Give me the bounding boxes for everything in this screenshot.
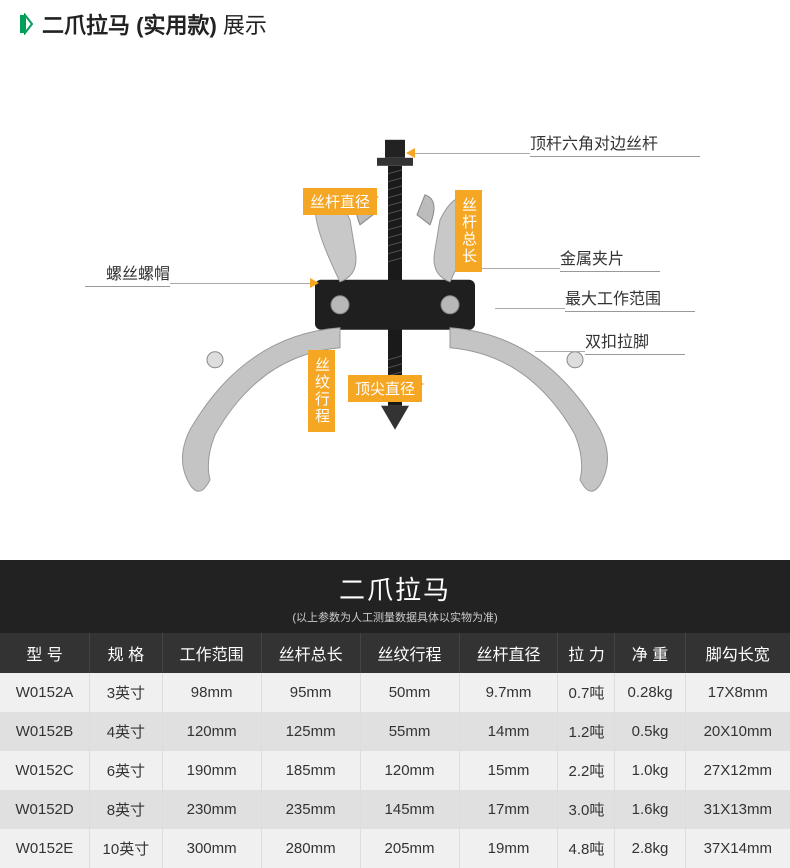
table-cell: 300mm (162, 829, 261, 868)
product-illustration (155, 130, 635, 500)
table-cell: 205mm (360, 829, 459, 868)
header-accent-icon (20, 13, 34, 35)
leader-line (415, 153, 530, 154)
table-cell: W0152C (0, 751, 90, 790)
table-cell: 2.2吨 (558, 751, 615, 790)
callout-shaft-diameter: 丝杆直径 (303, 188, 377, 215)
table-col-header: 拉 力 (558, 633, 615, 673)
table-title-block: 二爪拉马 (以上参数为人工测量数据具体以实物为准) (0, 560, 790, 633)
table-col-header: 丝杆总长 (261, 633, 360, 673)
table-cell: 6英寸 (90, 751, 163, 790)
label-max-range: 最大工作范围 (565, 285, 695, 312)
table-cell: 14mm (459, 712, 558, 751)
callout-thread-travel: 丝纹行程 (308, 350, 335, 432)
table-cell: W0152B (0, 712, 90, 751)
table-cell: 0.5kg (615, 712, 685, 751)
callout-shaft-length: 丝杆总长 (455, 190, 482, 272)
table-col-header: 工作范围 (162, 633, 261, 673)
table-cell: 37X14mm (685, 829, 790, 868)
table-col-header: 型 号 (0, 633, 90, 673)
table-cell: 0.28kg (615, 673, 685, 712)
section-header: 二爪拉马 (实用款) 展示 (0, 0, 790, 50)
table-cell: 120mm (162, 712, 261, 751)
table-col-header: 脚勾长宽 (685, 633, 790, 673)
table-cell: 1.0kg (615, 751, 685, 790)
arrow-icon (406, 148, 415, 158)
leader-line (535, 351, 585, 352)
table-cell: 17X8mm (685, 673, 790, 712)
title-plain: 展示 (217, 13, 267, 38)
table-row: W0152B4英寸120mm125mm55mm14mm1.2吨0.5kg20X1… (0, 712, 790, 751)
table-cell: 27X12mm (685, 751, 790, 790)
table-col-header: 规 格 (90, 633, 163, 673)
table-row: W0152C6英寸190mm185mm120mm15mm2.2吨1.0kg27X… (0, 751, 790, 790)
table-cell: 145mm (360, 790, 459, 829)
table-cell: 125mm (261, 712, 360, 751)
table-cell: 20X10mm (685, 712, 790, 751)
table-cell: 19mm (459, 829, 558, 868)
arrow-icon (370, 192, 379, 202)
table-cell: 10英寸 (90, 829, 163, 868)
table-cell: 190mm (162, 751, 261, 790)
label-top-hex: 顶杆六角对边丝杆 (530, 130, 700, 157)
table-cell: 50mm (360, 673, 459, 712)
table-row: W0152D8英寸230mm235mm145mm17mm3.0吨1.6kg31X… (0, 790, 790, 829)
leader-line (495, 308, 565, 309)
spec-table: 型 号规 格工作范围丝杆总长丝纹行程丝杆直径拉 力净 重脚勾长宽 W0152A3… (0, 633, 790, 868)
table-cell: 95mm (261, 673, 360, 712)
table-row: W0152A3英寸98mm95mm50mm9.7mm0.7吨0.28kg17X8… (0, 673, 790, 712)
table-cell: W0152D (0, 790, 90, 829)
table-cell: 8英寸 (90, 790, 163, 829)
table-cell: 230mm (162, 790, 261, 829)
table-cell: 235mm (261, 790, 360, 829)
table-col-header: 丝杆直径 (459, 633, 558, 673)
table-cell: W0152E (0, 829, 90, 868)
table-col-header: 净 重 (615, 633, 685, 673)
leader-line (470, 268, 560, 269)
section-title: 二爪拉马 (实用款) 展示 (42, 8, 267, 40)
table-header-row: 型 号规 格工作范围丝杆总长丝纹行程丝杆直径拉 力净 重脚勾长宽 (0, 633, 790, 673)
table-cell: 1.6kg (615, 790, 685, 829)
table-cell: 31X13mm (685, 790, 790, 829)
table-cell: 1.2吨 (558, 712, 615, 751)
table-cell: 98mm (162, 673, 261, 712)
label-screw-nut: 螺丝螺帽 (85, 260, 170, 287)
table-cell: 4英寸 (90, 712, 163, 751)
table-cell: 9.7mm (459, 673, 558, 712)
arrow-icon (310, 278, 319, 288)
spec-table-section: 二爪拉马 (以上参数为人工测量数据具体以实物为准) 型 号规 格工作范围丝杆总长… (0, 560, 790, 868)
table-subtitle: (以上参数为人工测量数据具体以实物为准) (0, 609, 790, 625)
table-cell: 3.0吨 (558, 790, 615, 829)
title-bold: 二爪拉马 (实用款) (42, 13, 217, 38)
table-row: W0152E10英寸300mm280mm205mm19mm4.8吨2.8kg37… (0, 829, 790, 868)
table-cell: 280mm (261, 829, 360, 868)
table-cell: 4.8吨 (558, 829, 615, 868)
table-main-title: 二爪拉马 (0, 570, 790, 607)
product-diagram: 顶杆六角对边丝杆 金属夹片 最大工作范围 双扣拉脚 螺丝螺帽 丝杆直径 丝杆总长… (0, 60, 790, 540)
table-col-header: 丝纹行程 (360, 633, 459, 673)
table-cell: 15mm (459, 751, 558, 790)
leader-line (170, 283, 310, 284)
table-cell: W0152A (0, 673, 90, 712)
label-double-leg: 双扣拉脚 (585, 328, 685, 355)
table-cell: 2.8kg (615, 829, 685, 868)
callout-tip-diameter: 顶尖直径 (348, 375, 422, 402)
arrow-icon (415, 379, 424, 389)
table-body: W0152A3英寸98mm95mm50mm9.7mm0.7吨0.28kg17X8… (0, 673, 790, 868)
table-cell: 120mm (360, 751, 459, 790)
table-cell: 0.7吨 (558, 673, 615, 712)
table-cell: 3英寸 (90, 673, 163, 712)
table-cell: 55mm (360, 712, 459, 751)
table-cell: 185mm (261, 751, 360, 790)
table-cell: 17mm (459, 790, 558, 829)
label-metal-clip: 金属夹片 (560, 245, 660, 272)
